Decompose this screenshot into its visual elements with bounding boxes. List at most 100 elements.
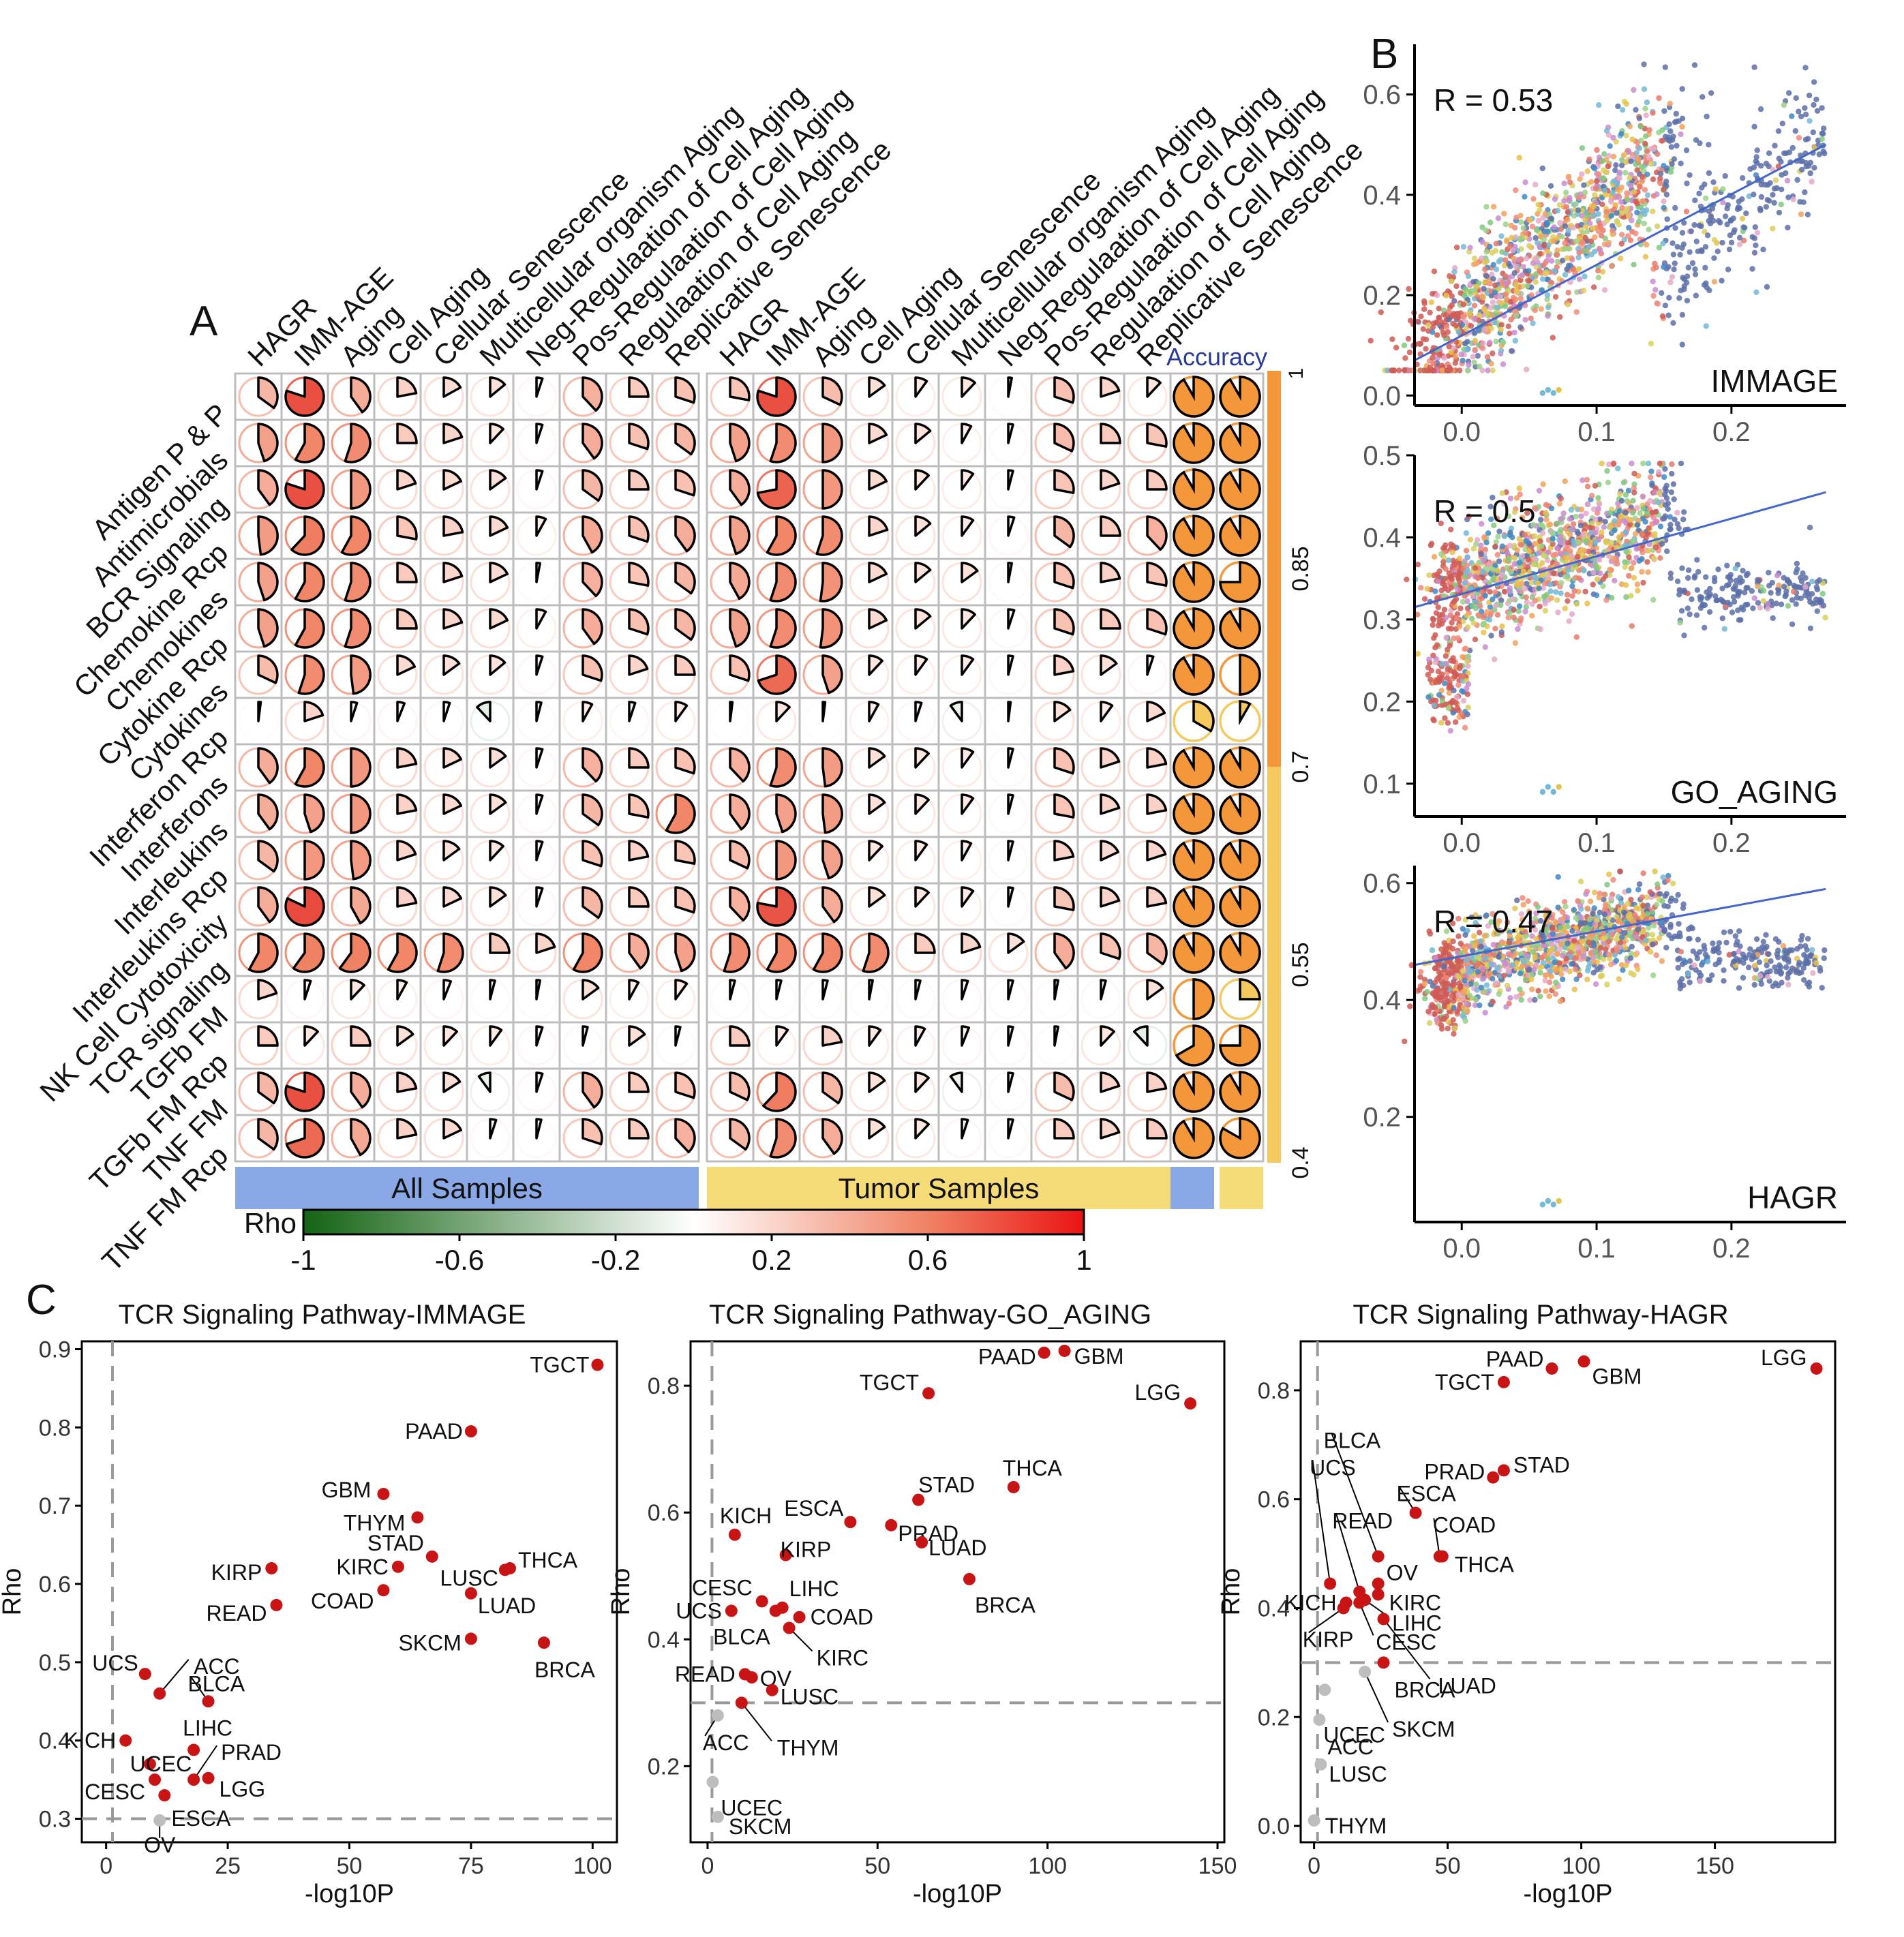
scatter-point bbox=[1535, 988, 1541, 994]
r-value-label: R = 0.5 bbox=[1434, 493, 1536, 529]
scatter-point bbox=[1805, 590, 1811, 596]
scatter-point bbox=[1543, 502, 1550, 508]
scatter-point bbox=[1446, 308, 1452, 314]
scatter-point bbox=[1499, 572, 1505, 578]
pie-wedge-all-9-8 bbox=[628, 793, 650, 819]
scatter-point bbox=[1431, 702, 1437, 709]
scatter-point bbox=[1671, 496, 1677, 502]
y-tick-label: 0.4 bbox=[1363, 181, 1401, 211]
scatter-point bbox=[1751, 64, 1757, 70]
scatter-point bbox=[1556, 784, 1562, 790]
scatter-point bbox=[1686, 567, 1692, 573]
scatter-point bbox=[1650, 596, 1657, 603]
pie-wedge-all-6-1 bbox=[297, 654, 325, 695]
scatter-point bbox=[1631, 489, 1637, 495]
scatter-point bbox=[1588, 238, 1595, 245]
scatter-point bbox=[1781, 575, 1787, 581]
scatter-point bbox=[1417, 340, 1424, 347]
scatter-point bbox=[1653, 952, 1659, 958]
pie-wedge-all-4-6 bbox=[535, 562, 541, 583]
scatter-point bbox=[1575, 207, 1582, 213]
scatter-point bbox=[1609, 263, 1615, 269]
scatter-point bbox=[1805, 163, 1812, 169]
scatter-point bbox=[1483, 539, 1490, 546]
scatter-point bbox=[1635, 219, 1642, 225]
scatter-point bbox=[1822, 614, 1828, 621]
scatter-point bbox=[1620, 479, 1627, 486]
scatter-point bbox=[1653, 902, 1660, 908]
scatter-point bbox=[1669, 274, 1676, 280]
scatter-point bbox=[1424, 367, 1430, 373]
scatter-point bbox=[1798, 113, 1804, 120]
scatter-point bbox=[1532, 234, 1539, 241]
scatter-point bbox=[1786, 90, 1792, 96]
scatter-point bbox=[1431, 718, 1437, 724]
scatter-point bbox=[1537, 268, 1543, 274]
scatter-point bbox=[1702, 181, 1708, 187]
scatter-point bbox=[1463, 530, 1470, 536]
scatter-point bbox=[1633, 546, 1639, 552]
scatter-point bbox=[1646, 154, 1652, 160]
scatter-point bbox=[1735, 590, 1741, 596]
scatter-point bbox=[1636, 881, 1643, 887]
scatter-point bbox=[1539, 276, 1546, 282]
pie-wedge-all-6-4 bbox=[442, 654, 461, 676]
scatter-point bbox=[1656, 95, 1662, 102]
scatter-point bbox=[1554, 597, 1560, 603]
scatter-point bbox=[1401, 342, 1408, 348]
scatter-point bbox=[1595, 495, 1601, 501]
pie-wedge-all-2-0 bbox=[257, 469, 279, 506]
scatter-point bbox=[1583, 510, 1589, 517]
scatter-point bbox=[1687, 611, 1693, 617]
scatter-point bbox=[1558, 226, 1565, 232]
scatter-point bbox=[1465, 273, 1472, 279]
scatter-point bbox=[1640, 506, 1646, 512]
scatter-point bbox=[1726, 246, 1733, 253]
scatter-point bbox=[1545, 304, 1552, 310]
scatter-point bbox=[1504, 564, 1510, 571]
scatter-point bbox=[1517, 324, 1524, 331]
scatter-point bbox=[1622, 559, 1628, 565]
scatter-point bbox=[1798, 595, 1804, 602]
scatter-point bbox=[1573, 201, 1579, 207]
scatter-point bbox=[1687, 958, 1693, 964]
scatter-point bbox=[1462, 340, 1468, 347]
scatter-point bbox=[1792, 128, 1798, 134]
scatter-point bbox=[1650, 292, 1657, 299]
scatter-point bbox=[1661, 264, 1667, 270]
scatter-point bbox=[1642, 187, 1648, 193]
scatter-point bbox=[1626, 224, 1632, 231]
scatter-point bbox=[1590, 581, 1596, 588]
accuracy-pie-5-1 bbox=[1219, 607, 1261, 650]
scatter-point bbox=[1587, 525, 1593, 531]
scatter-point bbox=[1711, 255, 1717, 261]
scatter-point bbox=[1513, 263, 1519, 270]
scatter-point bbox=[1620, 107, 1626, 113]
scatter-point bbox=[1603, 538, 1609, 545]
scatter-point bbox=[1447, 643, 1453, 649]
x-tick-label: 0.1 bbox=[1577, 417, 1616, 447]
scatter-point bbox=[1498, 300, 1505, 306]
scatter-point bbox=[1604, 217, 1610, 224]
scatter-point bbox=[1513, 582, 1520, 589]
pie-wedge-all-6-3 bbox=[396, 654, 417, 676]
scatter-point bbox=[1711, 575, 1718, 581]
y-tick-label: 0.0 bbox=[1363, 381, 1401, 411]
scatter-point bbox=[1794, 177, 1800, 183]
scatter-point bbox=[1813, 96, 1819, 103]
scatter-point bbox=[1616, 508, 1623, 514]
scatter-point bbox=[1450, 543, 1456, 549]
pie-wedge-all-3-5 bbox=[489, 515, 509, 537]
scatter-point bbox=[1441, 582, 1447, 588]
scatter-point bbox=[1453, 322, 1459, 329]
scatter-point bbox=[1458, 351, 1464, 358]
scatter-point bbox=[1679, 565, 1685, 571]
scatter-point bbox=[1676, 295, 1682, 301]
scatter-point bbox=[1719, 585, 1725, 592]
scatter-point bbox=[1448, 585, 1454, 591]
scatter-point bbox=[1668, 144, 1674, 150]
pie-wedge-all-3-9 bbox=[674, 515, 696, 553]
scatter-point bbox=[1672, 516, 1678, 523]
scatter-point bbox=[1739, 215, 1746, 222]
scatter-point bbox=[1472, 337, 1479, 344]
